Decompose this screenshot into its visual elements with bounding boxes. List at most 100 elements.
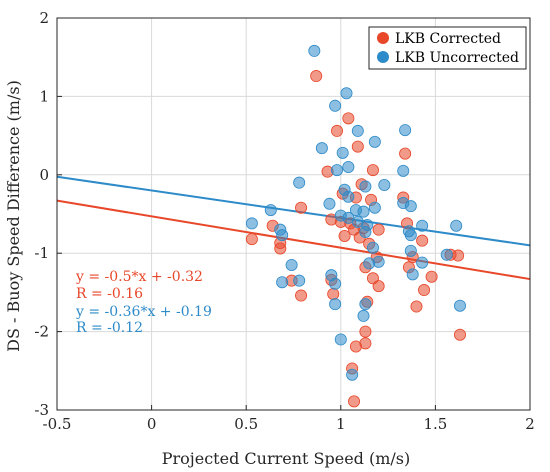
corrected-point [359, 325, 372, 338]
uncorrected-point [404, 244, 417, 257]
uncorrected-fit-r: R = -0.12 [76, 320, 143, 336]
corrected-point [245, 233, 258, 246]
uncorrected-point [315, 142, 328, 155]
legend-label-uncorrected: LKB Uncorrected [395, 50, 519, 66]
uncorrected-point [329, 277, 342, 290]
corrected-point [418, 284, 431, 297]
uncorrected-point [450, 219, 463, 232]
y-tick-label: 1 [39, 87, 49, 105]
uncorrected-point [368, 135, 381, 148]
uncorrected-point [276, 276, 289, 289]
uncorrected-point [308, 44, 321, 57]
uncorrected-point [336, 146, 349, 159]
data-points [245, 44, 466, 408]
uncorrected-point [351, 124, 364, 137]
uncorrected-point [245, 217, 258, 230]
uncorrected-point [359, 226, 372, 239]
uncorrected-point [359, 180, 372, 193]
corrected-point [274, 242, 287, 255]
uncorrected-point [293, 176, 306, 189]
uncorrected-point [346, 368, 359, 381]
corrected-point [452, 249, 465, 262]
uncorrected-point [399, 124, 412, 137]
corrected-fit-equation: y = -0.5*x + -0.32 [75, 269, 203, 285]
uncorrected-point [285, 258, 298, 271]
uncorrected-point [342, 190, 355, 203]
uncorrected-point [404, 200, 417, 213]
y-tick-label: -2 [34, 323, 49, 341]
corrected-fit-r: R = -0.16 [76, 286, 143, 302]
uncorrected-point [357, 309, 370, 322]
uncorrected-point [416, 219, 429, 232]
x-tick-label: 0.5 [234, 415, 258, 433]
x-tick-label: 0 [147, 415, 157, 433]
uncorrected-point [276, 229, 289, 242]
corrected-point [327, 287, 340, 300]
uncorrected-point [368, 201, 381, 214]
y-tick-label: 2 [39, 9, 49, 27]
y-tick-label: -3 [34, 401, 49, 419]
corrected-point [410, 300, 423, 313]
x-tick-label: 1.5 [423, 415, 447, 433]
y-tick-label: -1 [34, 244, 49, 262]
uncorrected-point [397, 164, 410, 177]
legend-label-corrected: LKB Corrected [395, 31, 501, 47]
plot-frame [56, 17, 531, 411]
corrected-point [348, 395, 361, 408]
grid-lines [56, 17, 531, 411]
uncorrected-point [372, 255, 385, 268]
corrected-point [342, 112, 355, 125]
x-tick-label: 1 [336, 415, 346, 433]
fit-equations: y = -0.5*x + -0.32 R = -0.16 y = -0.36*x… [75, 269, 212, 336]
corrected-point [399, 147, 412, 160]
y-tick-label: 0 [39, 166, 49, 184]
uncorrected-point [416, 256, 429, 269]
corrected-point [453, 328, 466, 341]
corrected-point [351, 140, 364, 153]
axis-ticks [56, 17, 531, 411]
uncorrected-point [323, 197, 336, 210]
legend: LKB Corrected LKB Uncorrected [368, 26, 527, 70]
uncorrected-point [406, 268, 419, 281]
fit-lines [56, 175, 531, 281]
uncorrected-point [378, 178, 391, 191]
uncorrected-fit-line [56, 175, 531, 247]
uncorrected-point [342, 160, 355, 173]
corrected-point [295, 201, 308, 214]
legend-marker-corrected [377, 32, 389, 44]
corrected-fit-line [56, 199, 531, 281]
uncorrected-point [357, 205, 370, 218]
corrected-point [331, 124, 344, 137]
y-axis-label: DS - Buoy Speed Difference (m/s) [4, 80, 23, 352]
uncorrected-point [329, 99, 342, 112]
x-axis-label: Projected Current Speed (m/s) [162, 449, 411, 468]
corrected-point [425, 270, 438, 283]
uncorrected-point [404, 229, 417, 242]
corrected-point [295, 289, 308, 302]
corrected-point [372, 280, 385, 293]
uncorrected-point [359, 298, 372, 311]
uncorrected-point [366, 241, 379, 254]
corrected-point [349, 340, 362, 353]
y-tick-labels: -3 -2 -1 0 1 2 [34, 9, 49, 419]
uncorrected-fit-equation: y = -0.36*x + -0.19 [75, 304, 212, 320]
x-tick-labels: -0.5 0 0.5 1 1.5 2 [43, 415, 535, 433]
uncorrected-point [340, 87, 353, 100]
uncorrected-point [453, 299, 466, 312]
corrected-point [372, 223, 385, 236]
uncorrected-point [264, 204, 277, 217]
corrected-point [416, 234, 429, 247]
uncorrected-point [293, 274, 306, 287]
x-tick-label: -0.5 [43, 415, 72, 433]
legend-box [368, 26, 527, 70]
uncorrected-point [440, 248, 453, 261]
x-tick-label: 2 [525, 415, 535, 433]
uncorrected-point [331, 164, 344, 177]
uncorrected-point [329, 298, 342, 311]
uncorrected-point [334, 333, 347, 346]
corrected-point [338, 229, 351, 242]
corrected-point [310, 70, 323, 83]
legend-marker-uncorrected [377, 51, 389, 63]
corrected-point [366, 164, 379, 177]
